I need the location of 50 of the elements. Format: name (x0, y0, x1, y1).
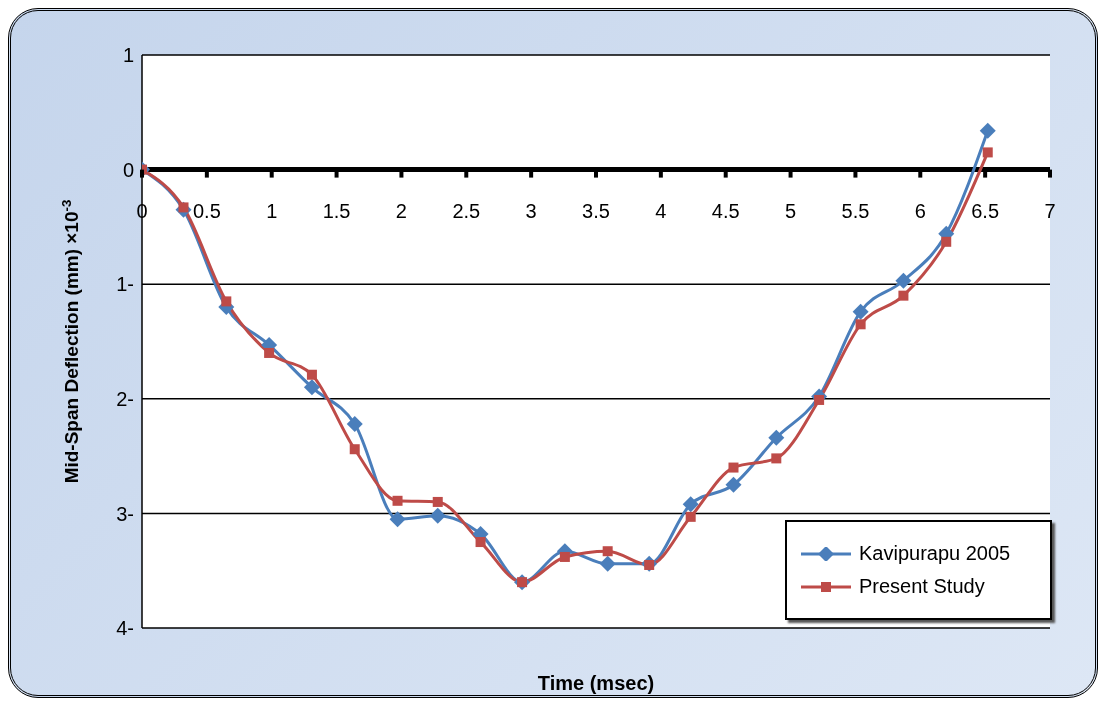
x-tick-label: 3 (525, 199, 537, 222)
x-tick-label: 0.5 (192, 199, 221, 222)
point (685, 511, 696, 522)
x-tick-label: 1 (266, 199, 278, 222)
point (346, 416, 363, 433)
point (349, 444, 360, 455)
point (898, 290, 909, 301)
point (979, 122, 996, 139)
point (725, 476, 742, 493)
point (728, 462, 739, 473)
point (392, 495, 403, 506)
y-tick-label: 1 (122, 44, 134, 67)
y-tick-label: 4- (116, 617, 134, 640)
point (602, 546, 613, 557)
x-axis-title: Time (msec) (537, 672, 655, 694)
point (389, 511, 406, 528)
x-tick-label: 6 (914, 199, 926, 222)
point (432, 496, 443, 507)
x-tick-label: 7 (1044, 199, 1056, 222)
x-tick-label: 3.5 (582, 199, 610, 222)
x-tick-label: 4 (655, 199, 667, 222)
point (475, 537, 486, 548)
point (895, 272, 912, 289)
point (941, 236, 952, 247)
point (429, 507, 446, 524)
legend-label: Present Study (859, 575, 985, 598)
point (852, 303, 869, 320)
point (771, 453, 782, 464)
point (599, 555, 616, 572)
y-tick-label: 3- (116, 502, 134, 525)
x-tick-label: 4.5 (711, 199, 740, 222)
x-tick-label: 5 (785, 199, 797, 222)
point (264, 347, 275, 358)
point (559, 551, 570, 562)
y-tick-label: 2- (116, 387, 134, 410)
point (303, 379, 320, 396)
point (306, 369, 317, 380)
point (855, 319, 866, 330)
point (221, 296, 232, 307)
x-tick-label: 6.5 (971, 199, 1000, 222)
x-tick-label: 1.5 (322, 199, 351, 222)
y-tick-label: 1- (116, 273, 134, 296)
y-tick-label: 0 (122, 158, 134, 181)
legend-label: Kavipurapu 2005 (859, 542, 1011, 565)
x-tick-label: 2.5 (452, 199, 481, 222)
point (768, 429, 785, 446)
x-tick-label: 5.5 (841, 199, 870, 222)
point (682, 496, 699, 513)
point (982, 147, 993, 158)
x-tick-label: 2 (395, 199, 407, 222)
